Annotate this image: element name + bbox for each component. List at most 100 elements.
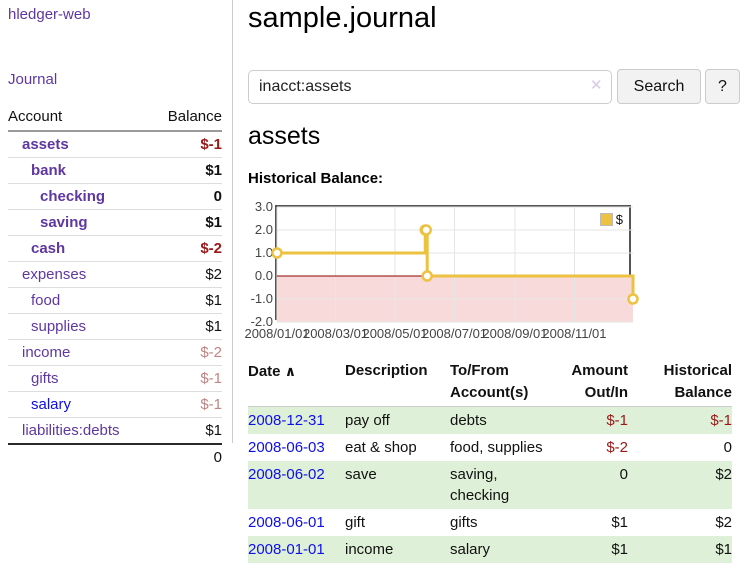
transaction-balance: 0 — [723, 439, 732, 456]
transaction-balance: $1 — [715, 541, 732, 558]
col-balance: Historical Balance — [663, 362, 732, 401]
account-balance: $1 — [205, 214, 222, 231]
legend-label: $ — [615, 212, 623, 227]
account-balance: 0 — [213, 188, 222, 205]
transaction-balance: $2 — [715, 514, 732, 531]
transaction-accounts: salary — [450, 541, 491, 558]
transaction-description: income — [345, 541, 394, 558]
transaction-date-link[interactable]: 2008-06-01 — [248, 514, 325, 531]
page-title: sample.journal — [248, 2, 437, 34]
account-balance: $-1 — [200, 136, 222, 153]
account-row: saving $1 — [8, 209, 222, 236]
transaction-date-link[interactable]: 2008-06-02 — [248, 466, 325, 483]
transaction-amount: $1 — [611, 541, 628, 558]
transaction-date-link[interactable]: 2008-06-03 — [248, 439, 325, 456]
account-balance: $-2 — [200, 240, 222, 257]
y-tick-label: -1.0 — [250, 291, 273, 306]
account-link-liabilities-debts[interactable]: liabilities:debts — [22, 422, 120, 439]
y-tick-label: 3.0 — [254, 199, 273, 214]
account-row: gifts $-1 — [8, 365, 222, 392]
transaction-row: 2008-06-03 eat & shop food, supplies $-2… — [248, 434, 732, 461]
accounts-table: Account Balance assets $-1 bank $1 check… — [8, 105, 222, 470]
x-tick-label: 2008/01/01 — [244, 326, 310, 341]
transaction-date-link[interactable]: 2008-12-31 — [248, 412, 325, 429]
transaction-amount: $1 — [611, 514, 628, 531]
account-link-checking[interactable]: checking — [40, 188, 106, 205]
app-title-link[interactable]: hledger-web — [8, 6, 91, 23]
account-balance: $1 — [205, 292, 222, 309]
accounts-header-row: Account Balance — [8, 105, 222, 131]
accounts-total-row: 0 — [8, 444, 222, 470]
account-balance: $1 — [205, 162, 222, 179]
account-balance: $2 — [205, 266, 222, 283]
sidebar-item-journal[interactable]: Journal — [8, 71, 58, 88]
y-tick-label: 1.0 — [254, 245, 273, 260]
account-link-gifts[interactable]: gifts — [31, 370, 59, 387]
account-row: food $1 — [8, 287, 222, 314]
chart-legend: $ — [597, 211, 625, 228]
chart-canvas — [271, 206, 639, 323]
sort-ascending-icon: ∧ — [284, 363, 297, 379]
x-tick-label: 2008/11/01 — [542, 326, 607, 341]
transaction-description: gift — [345, 514, 366, 531]
col-amount: Amount Out/In — [571, 362, 628, 401]
account-balance: $-1 — [200, 370, 222, 387]
account-balance: $-2 — [200, 344, 222, 361]
account-link-bank[interactable]: bank — [31, 162, 67, 179]
transaction-accounts: food, supplies — [450, 439, 543, 456]
search-input[interactable] — [248, 70, 612, 104]
transaction-row: 2008-12-31 pay off debts $-1 $-1 — [248, 406, 732, 434]
clear-search-icon[interactable]: ✕ — [590, 77, 603, 94]
account-link-expenses[interactable]: expenses — [22, 266, 87, 283]
account-row: supplies $1 — [8, 313, 222, 340]
account-link-cash[interactable]: cash — [31, 240, 66, 257]
x-tick-label: 2008/07/01 — [421, 326, 488, 341]
transaction-accounts: saving, checking — [450, 466, 510, 504]
account-row: bank $1 — [8, 157, 222, 184]
transaction-description: eat & shop — [345, 439, 417, 456]
account-link-food[interactable]: food — [31, 292, 61, 309]
account-balance: $-1 — [200, 396, 222, 413]
transaction-amount: $-1 — [606, 412, 628, 429]
historical-balance-chart: 3.0 2.0 1.0 0.0 -1.0 -2.0 $ 2008/01/01 2… — [244, 199, 667, 345]
account-link-saving[interactable]: saving — [40, 214, 88, 231]
help-button[interactable]: ? — [705, 69, 740, 104]
account-row: expenses $2 — [8, 261, 222, 288]
chart-markers — [271, 224, 639, 305]
transaction-accounts: debts — [450, 412, 487, 429]
transaction-balance: $-1 — [710, 412, 732, 429]
transaction-amount: $-2 — [606, 439, 628, 456]
transaction-description: pay off — [345, 412, 390, 429]
account-balance: $1 — [205, 318, 222, 335]
account-row: checking 0 — [8, 183, 222, 210]
account-row: liabilities:debts $1 — [8, 417, 222, 445]
col-accounts: To/From Account(s) — [450, 362, 529, 401]
account-link-salary[interactable]: salary — [31, 396, 72, 413]
account-row: assets $-1 — [8, 131, 222, 158]
search-button[interactable]: Search — [617, 69, 701, 104]
chart-heading: Historical Balance: — [248, 170, 384, 187]
col-date[interactable]: Date ∧ — [248, 363, 297, 380]
col-description: Description — [345, 362, 428, 379]
y-tick-label: -2.0 — [250, 314, 273, 329]
account-balance: $1 — [205, 422, 222, 439]
account-link-assets[interactable]: assets — [22, 136, 69, 153]
x-tick-label: 2008/09/01 — [482, 326, 548, 341]
transaction-row: 2008-06-02 save saving, checking 0 $2 — [248, 461, 732, 509]
sidebar-divider — [232, 0, 233, 443]
x-tick-label: 2008/03/01 — [302, 326, 369, 341]
transaction-date-link[interactable]: 2008-01-01 — [248, 541, 325, 558]
legend-swatch — [599, 213, 613, 226]
chart-plot-area: $ — [271, 205, 639, 323]
account-link-supplies[interactable]: supplies — [31, 318, 87, 335]
account-row: cash $-2 — [8, 235, 222, 262]
account-link-income[interactable]: income — [22, 344, 71, 361]
accounts-col-balance: Balance — [167, 108, 222, 125]
transaction-row: 2008-06-01 gift gifts $1 $2 — [248, 509, 732, 536]
y-tick-label: 2.0 — [254, 222, 273, 237]
y-tick-label: 0.0 — [254, 268, 273, 283]
account-row: income $-2 — [8, 339, 222, 366]
transaction-description: save — [345, 466, 377, 483]
transaction-accounts: gifts — [450, 514, 478, 531]
